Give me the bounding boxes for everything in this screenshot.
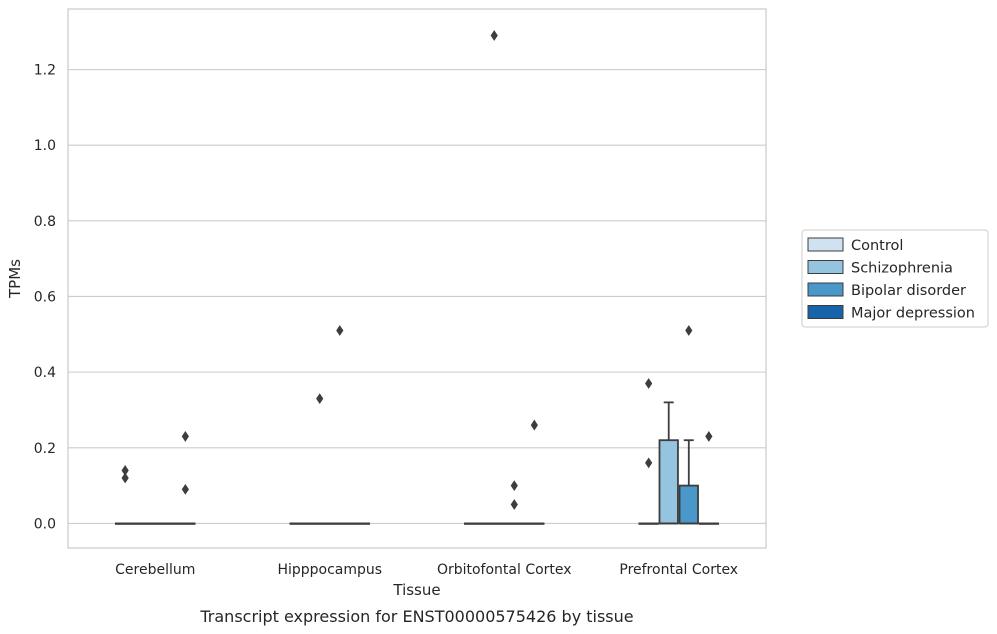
x-axis-label: Tissue bbox=[392, 581, 440, 599]
legend-swatch bbox=[807, 260, 844, 274]
box-bipolar-disorder bbox=[504, 522, 525, 525]
legend-frame bbox=[801, 229, 989, 328]
box-bipolar-disorder bbox=[329, 522, 350, 525]
box-body bbox=[678, 484, 699, 525]
box-schizophrenia bbox=[135, 522, 156, 525]
y-tick-label: 0.4 bbox=[34, 365, 56, 381]
box-body bbox=[658, 439, 679, 525]
box-schizophrenia bbox=[309, 522, 330, 525]
x-tick-label: Hipppocampus bbox=[277, 562, 382, 578]
plot-frame bbox=[67, 8, 767, 549]
outlier-point bbox=[121, 472, 129, 484]
y-tick-label: 0.6 bbox=[34, 289, 56, 305]
box-bipolar-disorder bbox=[678, 439, 699, 525]
boxes bbox=[115, 401, 719, 525]
legend-swatch bbox=[807, 237, 844, 252]
legend-label: Control bbox=[851, 238, 903, 254]
x-tick-label: Orbitofontal Cortex bbox=[437, 562, 572, 578]
outlier-point bbox=[530, 419, 538, 431]
outlier-point bbox=[336, 325, 344, 336]
outlier-point bbox=[645, 378, 653, 389]
outlier-point bbox=[490, 30, 498, 41]
box-control bbox=[638, 522, 659, 525]
y-axis-ticks: 0.0 0.2 0.4 0.6 0.8 1.0 1.2 bbox=[34, 63, 56, 533]
gridlines bbox=[68, 68, 766, 524]
outlier-point bbox=[510, 480, 518, 491]
box-schizophrenia bbox=[484, 522, 505, 525]
y-tick-label: 1.2 bbox=[34, 63, 56, 79]
y-tick-label: 1.0 bbox=[34, 138, 56, 154]
outlier-point bbox=[181, 483, 189, 495]
outlier-point bbox=[510, 499, 518, 510]
legend-label: Bipolar disorder bbox=[851, 283, 966, 299]
y-tick-label: 0.0 bbox=[34, 516, 56, 532]
outlier-point bbox=[316, 393, 324, 404]
legend-swatch bbox=[807, 282, 844, 297]
box-schizophrenia bbox=[658, 401, 679, 525]
box-control bbox=[289, 522, 310, 525]
legend-swatch bbox=[807, 305, 844, 319]
outlier-point bbox=[645, 457, 653, 469]
box-control bbox=[115, 522, 136, 525]
x-tick-label: Prefrontal Cortex bbox=[619, 562, 738, 578]
outlier-point bbox=[685, 325, 693, 336]
outliers bbox=[121, 30, 713, 510]
chart-caption: Transcript expression for ENST0000057542… bbox=[199, 607, 633, 626]
outlier-point bbox=[121, 465, 129, 476]
box-major-depression bbox=[175, 522, 196, 525]
x-axis-ticks: Cerebellum Hipppocampus Orbitofontal Corte… bbox=[115, 562, 738, 578]
x-tick-label: Cerebellum bbox=[115, 562, 195, 578]
box-major-depression bbox=[349, 522, 370, 525]
box-major-depression bbox=[698, 522, 719, 525]
y-tick-label: 0.8 bbox=[34, 214, 56, 230]
outlier-point bbox=[181, 431, 189, 442]
legend: Control Schizophrenia Bipolar disorder Majo… bbox=[801, 229, 989, 328]
y-tick-label: 0.2 bbox=[34, 441, 56, 457]
box-major-depression bbox=[524, 522, 545, 525]
box-control bbox=[464, 522, 485, 525]
outlier-point bbox=[705, 431, 713, 442]
legend-label: Schizophrenia bbox=[851, 261, 953, 277]
y-axis-label: TPMs bbox=[6, 259, 24, 299]
box-bipolar-disorder bbox=[155, 522, 176, 525]
legend-label: Major depression bbox=[851, 306, 975, 322]
